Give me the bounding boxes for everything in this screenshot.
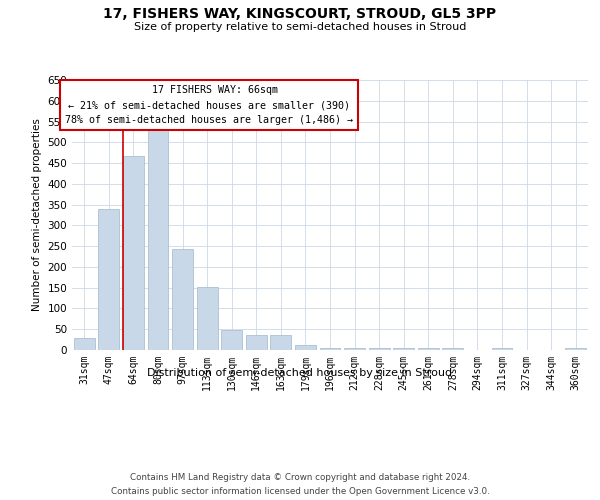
Bar bbox=[246, 335, 267, 350]
Bar bbox=[418, 348, 439, 350]
Text: Distribution of semi-detached houses by size in Stroud: Distribution of semi-detached houses by … bbox=[148, 368, 452, 378]
Bar bbox=[221, 330, 242, 350]
Text: 17, FISHERS WAY, KINGSCOURT, STROUD, GL5 3PP: 17, FISHERS WAY, KINGSCOURT, STROUD, GL5… bbox=[103, 8, 497, 22]
Bar bbox=[98, 209, 119, 350]
Bar bbox=[565, 348, 586, 350]
Bar bbox=[172, 250, 193, 350]
Bar bbox=[393, 348, 414, 350]
Text: Size of property relative to semi-detached houses in Stroud: Size of property relative to semi-detach… bbox=[134, 22, 466, 32]
Text: Contains public sector information licensed under the Open Government Licence v3: Contains public sector information licen… bbox=[110, 488, 490, 496]
Bar bbox=[74, 338, 95, 350]
Text: 17 FISHERS WAY: 66sqm
← 21% of semi-detached houses are smaller (390)
78% of sem: 17 FISHERS WAY: 66sqm ← 21% of semi-deta… bbox=[65, 86, 353, 125]
Y-axis label: Number of semi-detached properties: Number of semi-detached properties bbox=[32, 118, 42, 312]
Bar bbox=[491, 348, 512, 350]
Bar bbox=[148, 128, 169, 350]
Bar bbox=[295, 344, 316, 350]
Bar bbox=[271, 336, 292, 350]
Text: Contains HM Land Registry data © Crown copyright and database right 2024.: Contains HM Land Registry data © Crown c… bbox=[130, 472, 470, 482]
Bar bbox=[368, 348, 389, 350]
Bar bbox=[320, 348, 340, 350]
Bar bbox=[442, 348, 463, 350]
Bar bbox=[197, 288, 218, 350]
Bar bbox=[344, 348, 365, 350]
Bar bbox=[123, 156, 144, 350]
